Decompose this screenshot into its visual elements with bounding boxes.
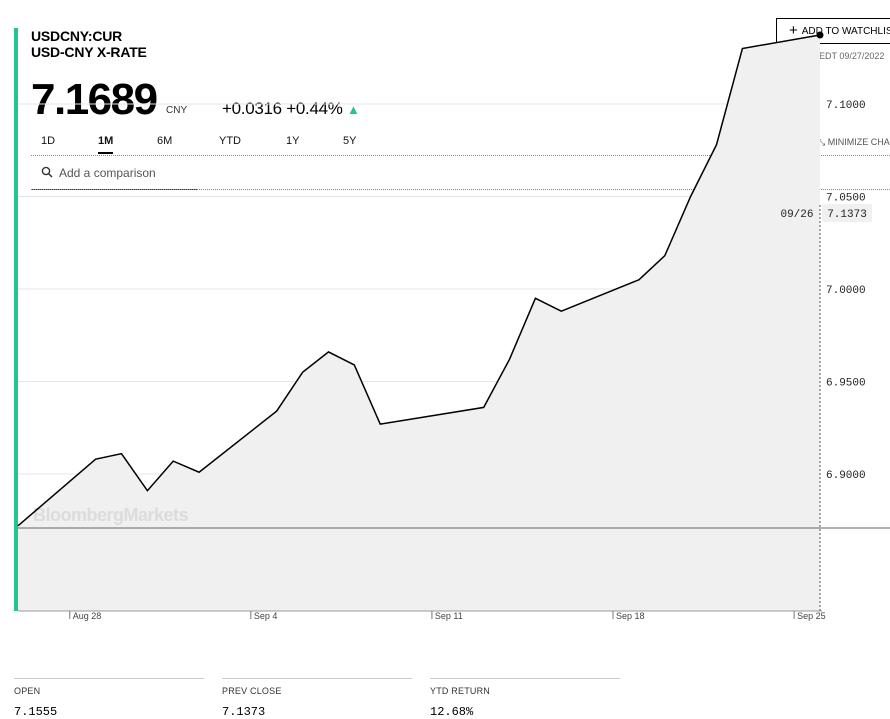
minimize-icon: ⤡ [818,137,826,147]
minimize-label: MINIMIZE CHART [827,137,890,147]
tab-1m[interactable]: 1M [98,134,114,154]
x-tick-label: Sep 18 [616,611,645,621]
tab-1d[interactable]: 1D [41,135,56,147]
hover-date: 09/26 [780,209,813,221]
stat-value: 7.1555 [14,705,58,719]
price-chart[interactable]: BloombergMarkets Aug 28 Sep 4 Sep 11 Sep 18… [0,0,890,640]
x-tick-label: Aug 28 [73,611,102,621]
stat-value: 7.1373 [222,705,266,719]
x-tick-label: Sep 25 [797,611,826,621]
y-tick-label: 6.9000 [826,470,866,482]
hover-date-box [775,204,819,222]
tab-1y[interactable]: 1Y [286,135,300,147]
security-name: USD-CNY X-RATE [31,44,147,60]
watchlist-label: ADD TO WATCHLIST [801,26,890,37]
y-tick-label: 7.0000 [826,285,866,297]
price-area-fill [18,35,820,611]
hover-value: 7.1373 [827,209,867,221]
stat-open: OPEN 7.1555 [14,678,204,719]
accent-bar [14,28,18,611]
stat-value: 12.68% [430,705,474,719]
tab-5y[interactable]: 5Y [343,135,357,147]
y-tick-label: 7.1000 [826,100,866,112]
stat-label: PREV CLOSE [222,686,282,696]
hover-value-box [822,204,872,222]
tab-ytd[interactable]: YTD [219,135,241,147]
plus-icon: + [789,22,798,39]
bloomberg-watermark: BloombergMarkets [33,505,189,525]
search-icon [41,166,53,178]
up-arrow-icon: ▲ [347,102,360,117]
stat-label: YTD RETURN [430,686,490,696]
x-tick-label: Sep 11 [435,611,463,621]
y-tick-label: 6.9500 [826,378,866,390]
hover-point [816,31,824,39]
currency-label: CNY [166,105,188,116]
comparison-input[interactable] [59,166,194,180]
ticker-symbol: USDCNY:CUR [31,28,123,44]
stat-ytd-return: YTD RETURN 12.68% [430,678,620,719]
price-line [17,34,821,527]
tab-6m[interactable]: 6M [157,135,173,147]
x-tick-label: Sep 4 [254,611,278,621]
stat-label: OPEN [14,686,41,696]
chart-top-divider [31,189,890,190]
current-price: 7.1689 [31,75,158,124]
stat-prev-close: PREV CLOSE 7.1373 [222,678,412,719]
timeframe-tabs: 1D 1M 6M YTD 1Y 5Y [31,131,890,156]
minimize-chart-button[interactable]: ⤡ MINIMIZE CHART [818,137,890,148]
y-tick-label: 7.0500 [826,193,866,205]
